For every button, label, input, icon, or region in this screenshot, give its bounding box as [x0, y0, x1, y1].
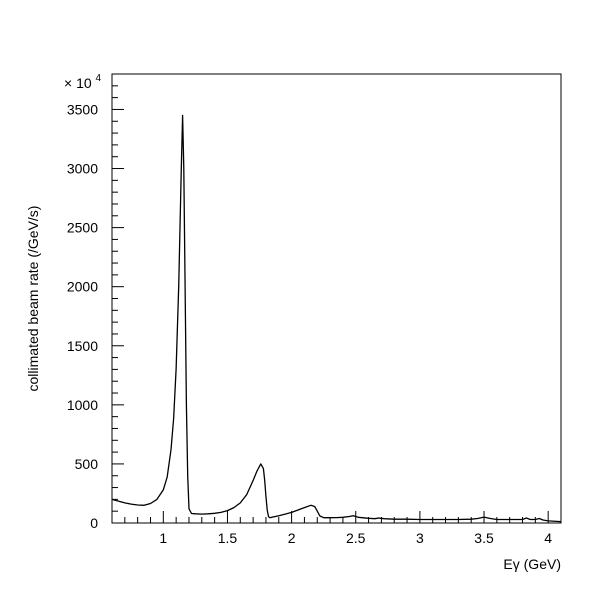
plot-frame	[111, 73, 562, 524]
y-tick-label: 2500	[67, 220, 98, 236]
x-tick-label: 1	[159, 530, 167, 546]
series-line	[111, 114, 562, 523]
y-tick-label: 3500	[67, 101, 98, 117]
x-tick-label: 2.5	[346, 530, 366, 546]
y-tick-label: 3000	[67, 161, 98, 177]
y-multiplier-exponent: 4	[96, 73, 102, 84]
y-tick-label: 0	[90, 515, 98, 531]
y-tick-label: 500	[75, 456, 99, 472]
x-tick-label: 3	[416, 530, 424, 546]
x-tick-label: 1.5	[218, 530, 238, 546]
y-tick-label: 1000	[67, 397, 98, 413]
y-axis-title: collimated beam rate (/GeV/s)	[25, 206, 41, 392]
x-axis-title: Eγ (GeV)	[503, 556, 561, 572]
tick-labels: 1 1.5 2 2.5 3 3.5 4 0 500 1000 1500 2000 2500 3000 350…	[67, 101, 552, 546]
axis-ticks	[111, 73, 562, 524]
x-tick-label: 3.5	[474, 530, 494, 546]
y-multiplier-text: × 10	[64, 75, 92, 91]
y-tick-label: 2000	[67, 279, 98, 295]
x-tick-label: 2	[288, 530, 296, 546]
y-multiplier-label: × 10 4	[64, 73, 102, 91]
y-tick-label: 1500	[67, 338, 98, 354]
x-tick-label: 4	[544, 530, 552, 546]
